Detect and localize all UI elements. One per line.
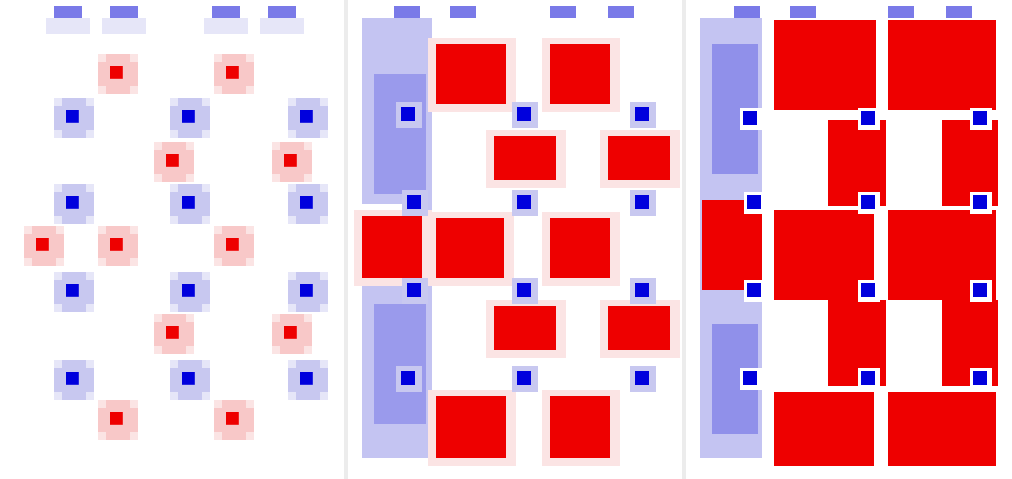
red-region [774,20,876,110]
red-site-core [226,412,239,425]
blue-site [635,283,649,297]
red-region [888,20,996,110]
red-block [436,396,506,458]
top-marker [268,6,296,18]
blue-site [861,195,875,209]
red-site-core [284,326,297,339]
heatmap-panel-right [688,4,1008,472]
red-site-core [36,238,49,251]
red-block [494,136,556,180]
top-marker [110,6,138,18]
blue-site [517,371,531,385]
blue-site-core [66,372,79,385]
blue-site [743,111,757,125]
heatmap-panel-left [6,4,342,472]
blue-site [747,195,761,209]
red-region [888,392,996,466]
blue-site [861,283,875,297]
red-block [550,218,610,278]
red-region [774,392,874,466]
blue-site-core [182,196,195,209]
red-block [362,216,422,278]
blue-site [635,107,649,121]
top-marker-shadow [204,18,248,34]
red-site-core [166,326,179,339]
panel-divider-2 [682,0,686,479]
top-marker [212,6,240,18]
blue-site [743,371,757,385]
blue-site-core [66,110,79,123]
blue-site [401,107,415,121]
heatmap-grid-middle [350,4,680,472]
blue-site [517,195,531,209]
heatmap-grid-left [6,4,342,472]
red-region [702,200,762,290]
top-marker [946,6,972,18]
blue-site-core [300,284,313,297]
red-block [436,218,504,278]
blue-site [401,371,415,385]
blue-site-core [300,196,313,209]
red-site-core [226,238,239,251]
top-marker [394,6,420,18]
top-marker [888,6,914,18]
top-marker-shadow [260,18,304,34]
blue-site [407,195,421,209]
top-marker-shadow [102,18,146,34]
red-site-core [110,412,123,425]
blue-site [407,283,421,297]
blue-site-core [182,372,195,385]
blue-site [973,371,987,385]
red-site-core [110,238,123,251]
panel-divider-1 [344,0,348,479]
red-block [550,396,610,458]
blue-site [517,283,531,297]
red-block [608,136,670,180]
blue-site [973,283,987,297]
blue-site [517,107,531,121]
heatmap-panel-middle [350,4,680,472]
blue-site-core [66,196,79,209]
blue-column-inner [374,304,426,424]
red-block [494,306,556,350]
top-marker [54,6,82,18]
red-site-core [166,154,179,167]
blue-site [635,371,649,385]
top-marker-shadow [46,18,90,34]
top-marker [608,6,634,18]
red-site-core [284,154,297,167]
red-block [436,44,506,104]
blue-site-core [182,110,195,123]
red-site-core [110,66,123,79]
blue-site-core [66,284,79,297]
blue-site [973,111,987,125]
red-region [828,120,886,206]
blue-site-core [300,110,313,123]
blue-site [861,371,875,385]
blue-site [635,195,649,209]
red-site-core [226,66,239,79]
red-region [942,120,998,206]
top-marker [550,6,576,18]
blue-site [973,195,987,209]
red-region [774,210,874,300]
blue-column-inner [374,74,426,194]
blue-site [861,111,875,125]
red-block [608,306,670,350]
blue-site-core [182,284,195,297]
top-marker [450,6,476,18]
red-block [550,44,610,104]
heatmap-grid-right [688,4,1008,472]
top-marker [734,6,760,18]
blue-site [747,283,761,297]
top-marker [790,6,816,18]
blue-site-core [300,372,313,385]
